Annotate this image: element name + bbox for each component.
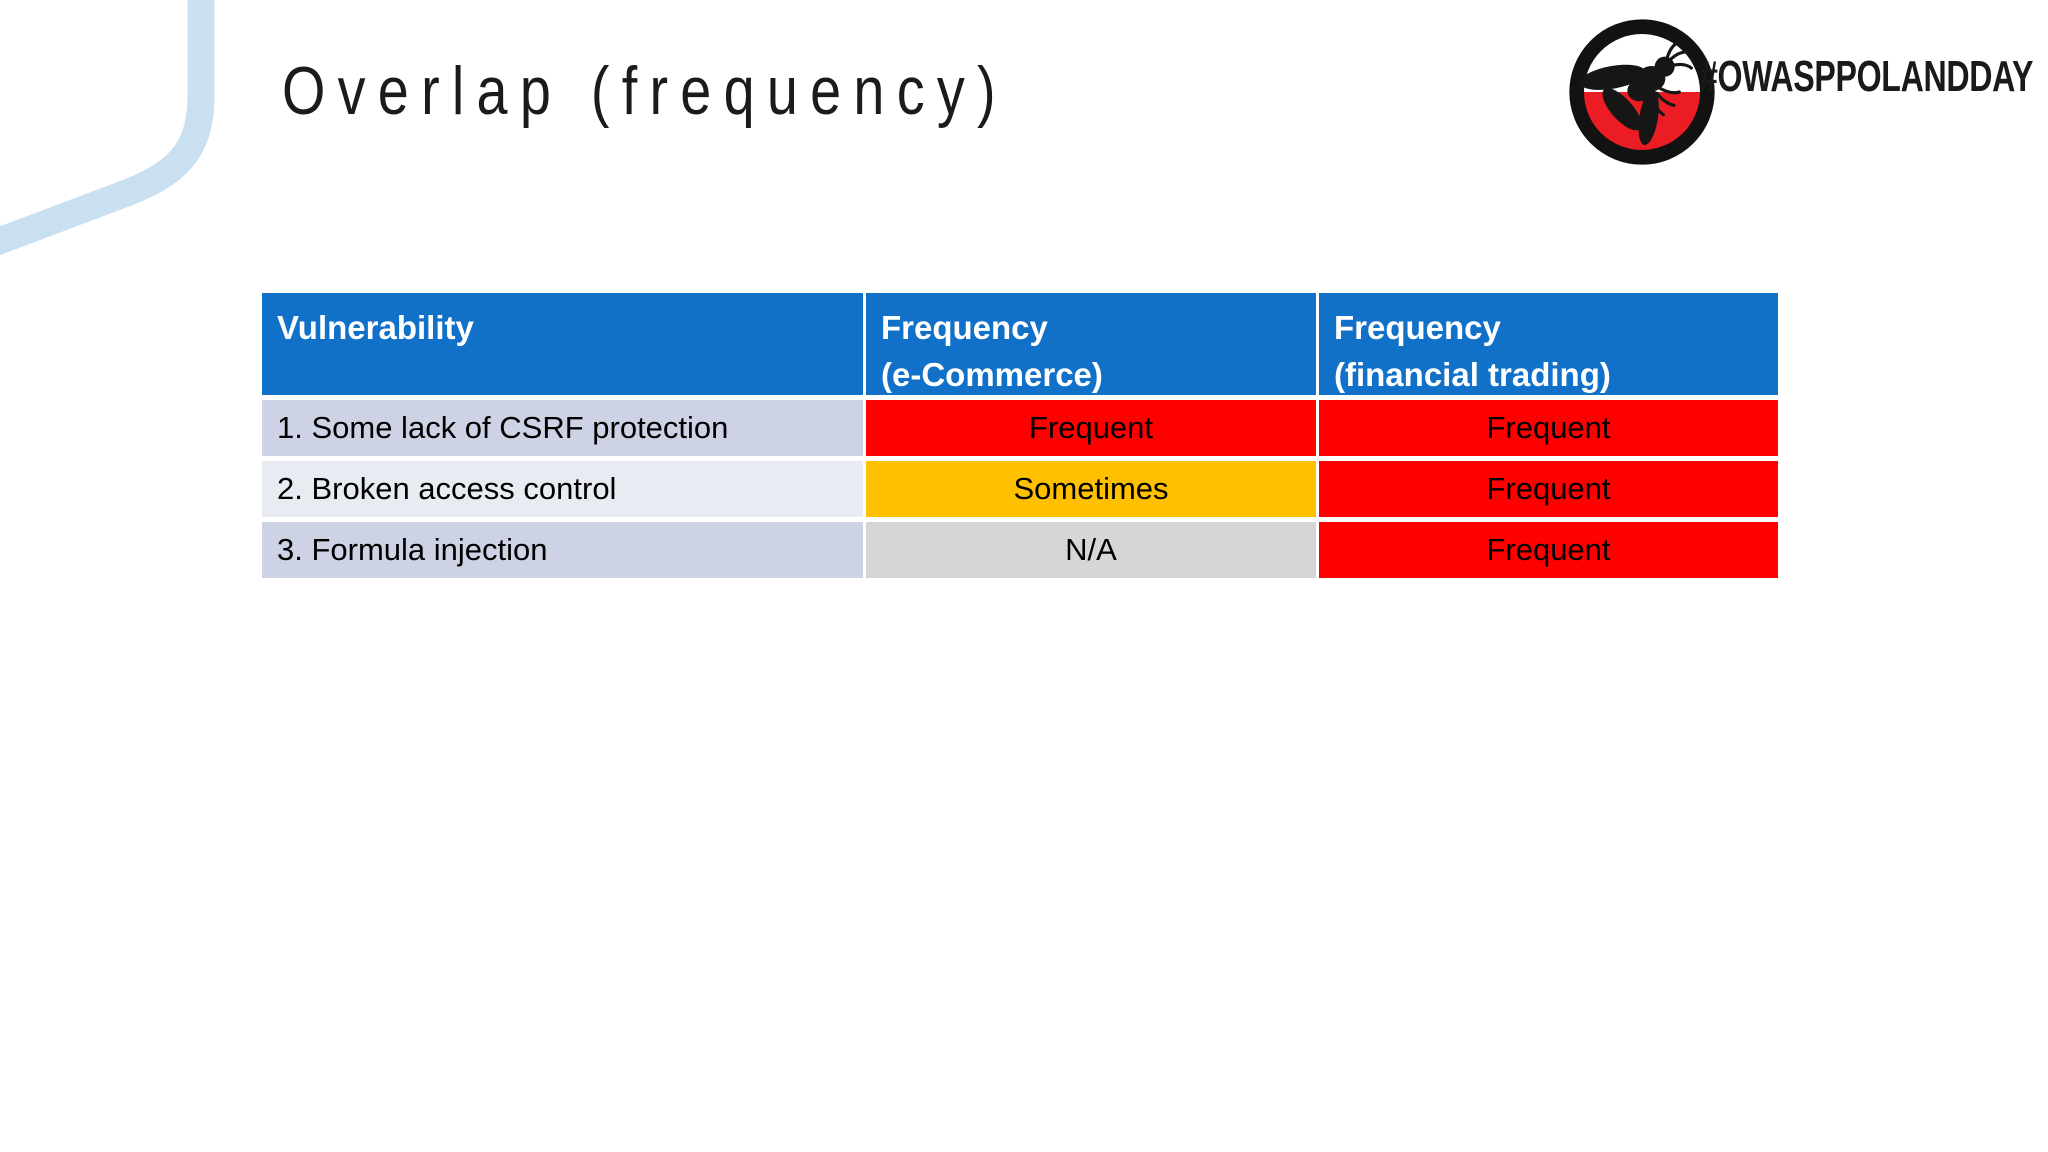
frequency-table: Vulnerability Frequency (e-Commerce) Fre…: [262, 293, 1778, 578]
event-hashtag: #OWASPPOLANDDAY: [1700, 52, 2034, 101]
wasp-silhouette: [1579, 56, 1675, 146]
column-header-ecommerce: Frequency (e-Commerce): [866, 293, 1316, 395]
vulnerability-cell: 1. Some lack of CSRF protection: [262, 400, 863, 456]
column-header-vulnerability: Vulnerability: [262, 293, 863, 395]
frequency-cell-ecommerce: Sometimes: [866, 461, 1316, 517]
frequency-cell-financial: Frequent: [1319, 522, 1778, 578]
column-header-subtitle: (financial trading): [1334, 355, 1611, 393]
column-header-title: Frequency: [1334, 309, 1501, 346]
frequency-cell-financial: Frequent: [1319, 461, 1778, 517]
owasp-wasp-icon: [1569, 19, 1715, 165]
corner-stroke-decoration: [0, 0, 215, 256]
column-header-title: Frequency: [881, 309, 1048, 346]
page-title: Overlap (frequency): [282, 53, 1008, 129]
column-header-title: Vulnerability: [277, 309, 474, 346]
frequency-cell-financial: Frequent: [1319, 400, 1778, 456]
frequency-cell-ecommerce: N/A: [866, 522, 1316, 578]
vulnerability-cell: 3. Formula injection: [262, 522, 863, 578]
vulnerability-cell: 2. Broken access control: [262, 461, 863, 517]
column-header-financial: Frequency (financial trading): [1319, 293, 1778, 395]
frequency-cell-ecommerce: Frequent: [866, 400, 1316, 456]
column-header-subtitle: (e-Commerce): [881, 355, 1103, 393]
